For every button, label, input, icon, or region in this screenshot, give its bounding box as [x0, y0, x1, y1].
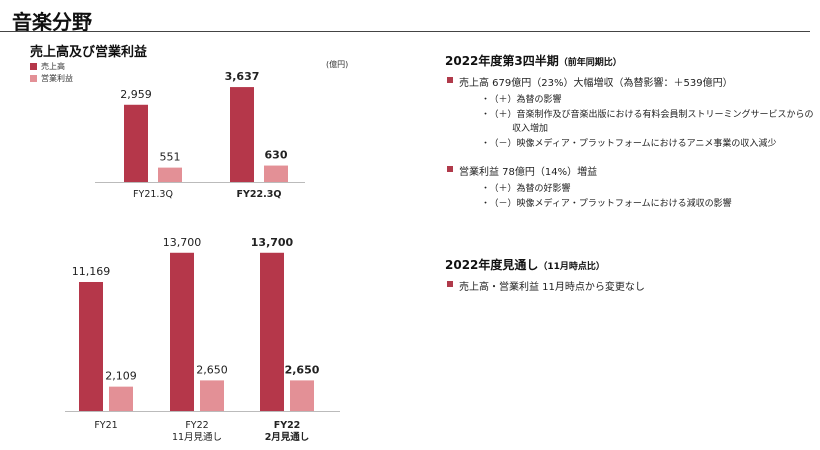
legend-label-sales: 売上高 [41, 61, 65, 71]
outlook-summary: 2022年度見通し（11月時点比） 売上高・営業利益 11月時点から変更なし [445, 256, 815, 293]
unit-label: (億円) [326, 60, 349, 69]
q3-sales-sub-2-cont: 収入増加 [512, 124, 549, 134]
bar-charts: 2,959 551 FY21.3Q 3,637 630 FY22.3Q 11,169 2,10… [65, 70, 340, 443]
q3-title: 2022年度第3四半期（前年同期比） [445, 52, 815, 69]
bar-op-income-1 [264, 165, 288, 182]
title-divider [0, 31, 810, 32]
data-label: 2,650 [196, 363, 228, 376]
data-label: 630 [265, 149, 288, 162]
chart-title: 売上高及び営業利益 [30, 45, 148, 60]
legend-label-op-income: 営業利益 [41, 73, 73, 83]
page-title: 音楽分野 [12, 10, 92, 34]
q3-summary: 2022年度第3四半期（前年同期比） 売上高 679億円（23%）大幅増収（為替… [445, 52, 815, 211]
outlook-bullet: 売上高・営業利益 11月時点から変更なし [445, 278, 815, 293]
q3-op-text: 営業利益 78億円（14%）増益 [459, 167, 598, 178]
outlook-text: 売上高・営業利益 11月時点から変更なし [459, 282, 645, 293]
category-label: FY22.3Q [237, 189, 282, 200]
category-label: FY22 [274, 420, 301, 431]
q3-sales-sub-2: ・（＋）音楽制作及び音楽出版における有料会員制ストリーミングサービスからの [481, 110, 814, 120]
q3-sales-text: 売上高 679億円（23%）大幅増収（為替影響：＋539億円） [459, 78, 733, 89]
data-label: 3,637 [225, 70, 260, 83]
bullet-square-icon [447, 281, 453, 287]
legend-swatch-sales [30, 62, 37, 70]
legend-item-op-income: 営業利益 [30, 72, 73, 84]
category-label: FY21 [94, 420, 117, 431]
bar-op-income-0 [109, 386, 133, 411]
bar-sales-1 [230, 87, 254, 182]
q3-title-main: 2022年度第3四半期 [445, 54, 559, 68]
q3-sales-sub-1: ・（＋）為替の影響 [481, 95, 562, 105]
data-label: 2,650 [285, 363, 320, 376]
bar-op-income-0 [158, 167, 182, 182]
q3-sales-bullet: 売上高 679億円（23%）大幅増収（為替影響：＋539億円） [445, 74, 815, 89]
chart-legend: 売上高 営業利益 [30, 60, 73, 84]
legend-item-sales: 売上高 [30, 60, 73, 72]
category-label: FY21.3Q [133, 189, 173, 200]
category-label: 11月見通し [172, 432, 222, 443]
category-label: FY22 [185, 420, 208, 431]
data-label: 551 [160, 151, 181, 164]
bar-sales-2 [260, 252, 284, 411]
q3-op-bullet: 営業利益 78億円（14%）増益 [445, 163, 815, 178]
bar-sales-1 [170, 252, 194, 411]
outlook-title-suffix: （11月時点比） [538, 262, 605, 272]
legend-swatch-op-income [30, 74, 37, 82]
bullet-square-icon [447, 77, 453, 83]
category-label: 2月見通し [265, 432, 310, 443]
bullet-square-icon [447, 166, 453, 172]
data-label: 2,959 [120, 88, 152, 101]
data-label: 2,109 [105, 370, 137, 383]
q3-sales-sub-3: ・（－）映像メディア・プラットフォームにおけるアニメ事業の収入減少 [481, 139, 777, 149]
q3-op-sub-2: ・（－）映像メディア・プラットフォームにおける減収の影響 [481, 199, 732, 209]
bar-sales-0 [79, 281, 103, 411]
outlook-title-main: 2022年度見通し [445, 258, 539, 272]
bar-op-income-2 [290, 380, 314, 411]
q3-op-sub-1: ・（＋）為替の好影響 [481, 184, 571, 194]
q3-title-suffix: （前年同期比） [558, 58, 622, 68]
bar-sales-0 [124, 104, 148, 182]
data-label: 13,700 [163, 236, 202, 249]
data-label: 11,169 [72, 265, 111, 278]
outlook-title: 2022年度見通し（11月時点比） [445, 256, 815, 273]
data-label: 13,700 [251, 236, 294, 249]
bar-op-income-1 [200, 380, 224, 411]
